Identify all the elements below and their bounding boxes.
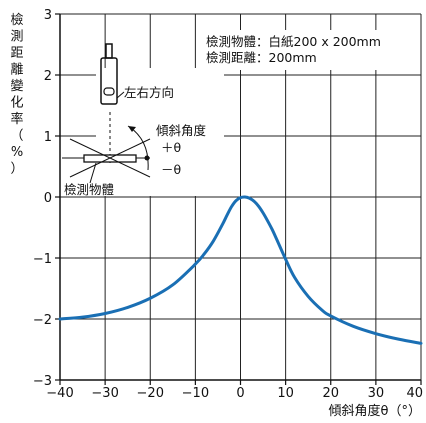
sensor-leader-line <box>116 91 125 99</box>
y-label-char-4: 變 <box>10 78 23 94</box>
y-label-char-7: （ <box>10 129 23 144</box>
test-condition-box: 檢測物體：白紙200 x 200mm 檢測距離：200mm <box>202 30 417 70</box>
y-label-char-5: 化 <box>10 96 23 111</box>
object-label: 檢測物體 <box>64 182 114 197</box>
x-tick-label-8: 40 <box>406 386 423 401</box>
x-tick-label-1: −30 <box>91 386 118 401</box>
object-leader-line <box>89 162 97 184</box>
y-tick-label-4: −1 <box>33 252 52 267</box>
x-tick-label-5: 10 <box>277 386 294 401</box>
object-condition-text: 檢測物體：白紙200 x 200mm <box>206 34 381 49</box>
y-tick-label-1: 2 <box>44 69 52 84</box>
y-tick-labels: 3 2 1 0 −1 −2 −3 <box>33 8 52 389</box>
x-tick-label-0: −40 <box>46 386 73 401</box>
sensor-diagram: 左右方向 傾斜角度 ＋θ －θ 檢測物體 <box>62 43 224 197</box>
tilted-line-2 <box>69 138 151 178</box>
y-tick-label-5: −2 <box>33 313 52 328</box>
y-tick-label-3: 0 <box>44 191 52 206</box>
sensor-lens <box>103 87 115 96</box>
minus-theta-label: －θ <box>161 162 181 177</box>
x-tick-label-3: −10 <box>182 386 209 401</box>
series-line <box>58 195 423 345</box>
sensor-body <box>100 57 118 105</box>
pivot-dot <box>144 155 150 161</box>
x-axis-label: 傾斜角度θ（°） <box>329 403 421 419</box>
x-tick-labels: −40 −30 −20 −10 0 10 20 30 40 <box>46 386 423 401</box>
plus-theta-label: ＋θ <box>161 140 181 155</box>
x-tick-label-7: 30 <box>368 386 385 401</box>
arc-arrow-head <box>128 126 136 132</box>
y-tick-label-2: 1 <box>44 130 52 145</box>
x-tick-label-6: 20 <box>322 386 339 401</box>
tilt-angle-label: 傾斜角度 <box>156 123 207 138</box>
sensor-cable <box>105 43 113 59</box>
y-label-char-1: 測 <box>10 30 23 45</box>
y-label-char-3: 離 <box>10 63 23 78</box>
x-tick-label-2: −20 <box>137 386 164 401</box>
y-label-char-0: 檢 <box>10 12 23 28</box>
y-tick-label-0: 3 <box>44 8 52 23</box>
direction-label: 左右方向 <box>124 85 174 100</box>
y-label-char-9: ） <box>10 162 23 177</box>
y-label-char-8: % <box>11 145 23 160</box>
y-label-char-6: 率 <box>10 111 23 127</box>
distance-condition-text: 檢測距離：200mm <box>206 50 317 65</box>
y-tick-label-6: −3 <box>33 374 52 389</box>
x-tick-label-4: 0 <box>236 386 244 401</box>
y-label-char-2: 距 <box>10 46 23 61</box>
